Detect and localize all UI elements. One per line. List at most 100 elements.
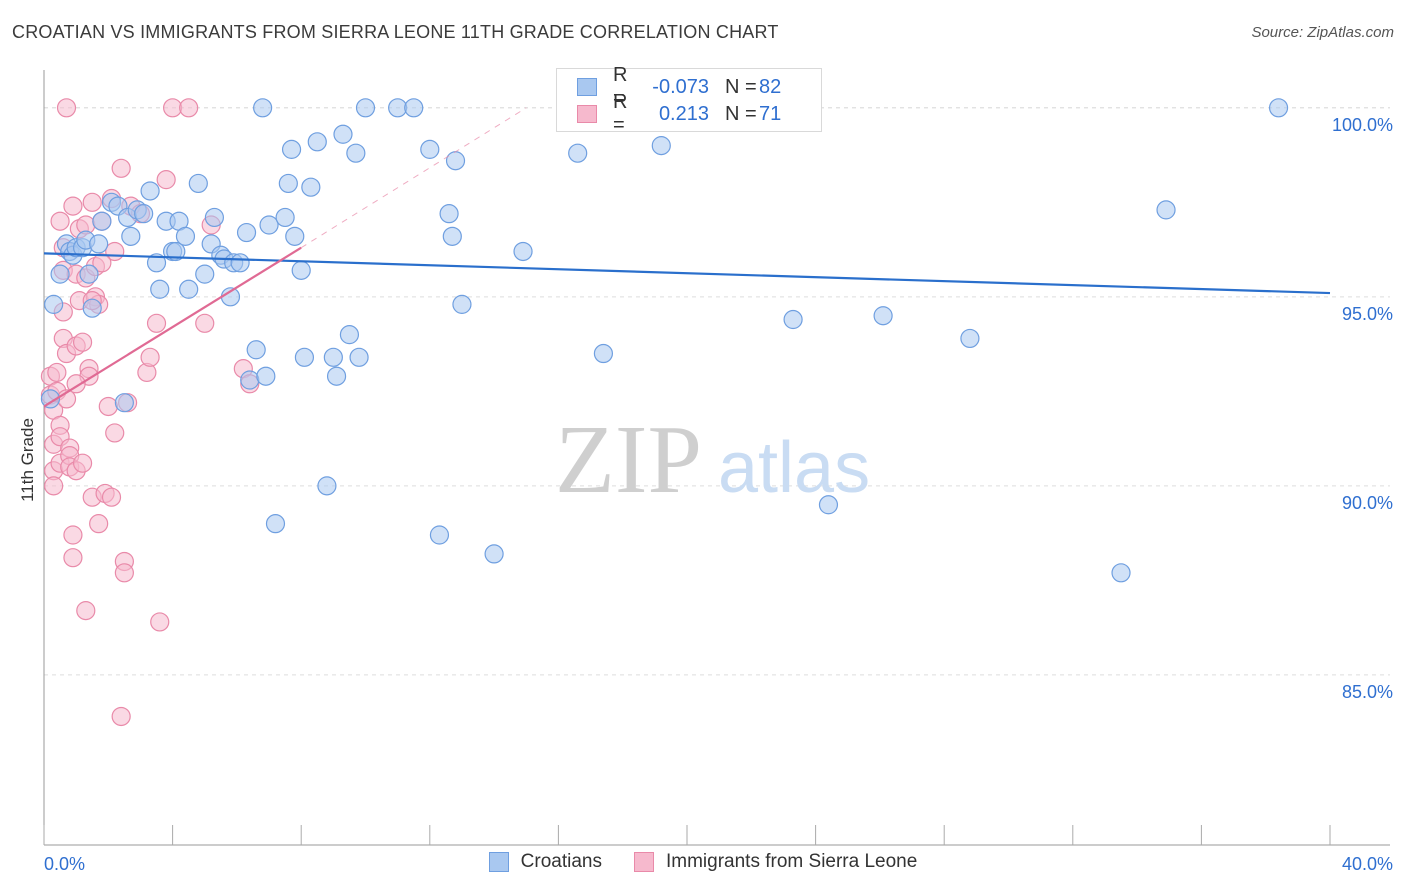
croatian-point bbox=[388, 98, 408, 118]
croatian-point bbox=[323, 347, 343, 367]
croatian-point bbox=[134, 204, 154, 224]
sierra-leone-point bbox=[92, 253, 112, 273]
legend-item-croatians[interactable]: Croatians bbox=[488, 851, 602, 873]
legend-row-croatians: R = -0.073 N = 82 bbox=[577, 64, 782, 109]
sierra-leone-point bbox=[111, 158, 131, 178]
r-value: -0.073 bbox=[652, 75, 709, 98]
croatian-point bbox=[346, 143, 366, 163]
sierra-leone-point bbox=[72, 332, 93, 352]
sierra-leone-legend-label: Immigrants from Sierra Leone bbox=[666, 851, 918, 872]
watermark: ZIP atlas bbox=[555, 406, 870, 514]
croatian-point bbox=[246, 340, 266, 360]
croatian-point bbox=[1268, 98, 1289, 118]
croatian-point bbox=[188, 173, 208, 194]
sierra-leone-point bbox=[101, 487, 122, 507]
croatian-point bbox=[294, 347, 315, 367]
croatian-point bbox=[281, 139, 302, 159]
croatian-point bbox=[1156, 200, 1176, 220]
sierra-leone-point bbox=[63, 196, 83, 216]
sierra-leone-point bbox=[82, 192, 102, 212]
sierra-leone-point bbox=[98, 396, 118, 417]
sierra-leone-point bbox=[47, 362, 67, 383]
sierra-leone-legend-swatch bbox=[634, 852, 654, 872]
croatian-point bbox=[1111, 563, 1131, 583]
sierra-leone-swatch bbox=[577, 105, 597, 123]
chart-title: CROATIAN VS IMMIGRANTS FROM SIERRA LEONE… bbox=[12, 22, 779, 42]
sierra-leone-point bbox=[195, 313, 215, 333]
croatian-point bbox=[265, 514, 286, 534]
sierra-leone-point bbox=[150, 612, 170, 632]
croatian-point bbox=[307, 132, 327, 152]
croatian-point bbox=[593, 343, 614, 364]
croatians-swatch bbox=[577, 78, 597, 96]
croatian-point bbox=[259, 215, 279, 235]
croatian-point bbox=[339, 325, 360, 345]
croatian-point bbox=[240, 370, 260, 390]
croatian-point bbox=[140, 181, 160, 201]
croatian-point bbox=[40, 389, 61, 409]
croatian-point bbox=[166, 241, 186, 262]
r-value: 0.213 bbox=[658, 102, 709, 125]
legend-item-sierra-leone[interactable]: Immigrants from Sierra Leone bbox=[634, 851, 917, 873]
sierra-leone-trend-line bbox=[43, 246, 302, 408]
sierra-leone-point bbox=[44, 476, 64, 496]
croatian-point bbox=[253, 98, 273, 118]
sierra-leone-point bbox=[63, 548, 83, 568]
y-tick-label: 95.0% bbox=[1342, 304, 1393, 324]
sierra-leone-point bbox=[72, 453, 93, 473]
correlation-legend: R = -0.073 N = 82 R = 0.213 N = 71 bbox=[556, 64, 822, 136]
n-label: N = bbox=[725, 75, 757, 98]
croatian-point bbox=[195, 264, 215, 284]
r-label: R = bbox=[613, 64, 628, 109]
croatian-point bbox=[420, 139, 440, 159]
tick-labels: 85.0% 90.0% 95.0% 100.0% 0.0% 40.0% bbox=[44, 115, 1393, 874]
sierra-leone-point bbox=[163, 98, 183, 118]
croatian-point bbox=[278, 173, 298, 194]
watermark-zip: ZIP bbox=[555, 406, 702, 514]
n-value: 82 bbox=[759, 75, 782, 98]
croatian-point bbox=[445, 151, 466, 171]
croatian-point bbox=[484, 544, 504, 564]
croatian-point bbox=[236, 222, 257, 243]
croatians-trend-line bbox=[43, 252, 1331, 295]
croatian-point bbox=[291, 260, 311, 280]
croatian-point bbox=[256, 366, 276, 386]
croatian-point bbox=[50, 264, 70, 284]
sierra-leone-point bbox=[114, 563, 134, 583]
croatian-point bbox=[404, 98, 424, 118]
croatian-point bbox=[783, 309, 803, 330]
x-tick-label-max: 40.0% bbox=[1342, 854, 1393, 874]
n-label: N = bbox=[725, 102, 757, 125]
sierra-leone-point bbox=[63, 525, 83, 545]
n-value: 71 bbox=[759, 102, 782, 125]
croatian-point bbox=[873, 306, 893, 326]
croatian-point bbox=[175, 226, 196, 246]
croatian-point bbox=[513, 241, 533, 262]
croatian-point bbox=[333, 124, 353, 144]
x-tick-label-min: 0.0% bbox=[44, 854, 85, 874]
croatian-point bbox=[179, 279, 199, 299]
sierra-leone-point bbox=[140, 347, 160, 367]
croatian-point bbox=[326, 366, 347, 386]
sierra-leone-trend-extension bbox=[300, 107, 527, 249]
croatian-point bbox=[285, 226, 305, 246]
source-label: Source: ZipAtlas.com bbox=[1251, 24, 1394, 41]
sierra-leone-point bbox=[146, 313, 167, 333]
sierra-leone-point bbox=[111, 706, 131, 727]
croatian-point bbox=[150, 279, 170, 299]
y-tick-label: 90.0% bbox=[1342, 493, 1393, 513]
croatian-point bbox=[439, 204, 459, 224]
series-legend: Croatians Immigrants from Sierra Leone bbox=[0, 851, 1406, 873]
croatian-point bbox=[230, 253, 250, 273]
croatian-point bbox=[317, 476, 337, 496]
sierra-leone-point bbox=[76, 601, 96, 621]
croatian-point bbox=[442, 226, 462, 246]
y-tick-label: 85.0% bbox=[1342, 682, 1393, 702]
croatian-point bbox=[452, 294, 472, 314]
croatian-point bbox=[568, 143, 588, 163]
croatians-legend-swatch bbox=[488, 852, 509, 872]
croatian-point bbox=[960, 328, 980, 349]
sierra-leone-point bbox=[89, 514, 109, 534]
croatian-point bbox=[79, 264, 99, 284]
